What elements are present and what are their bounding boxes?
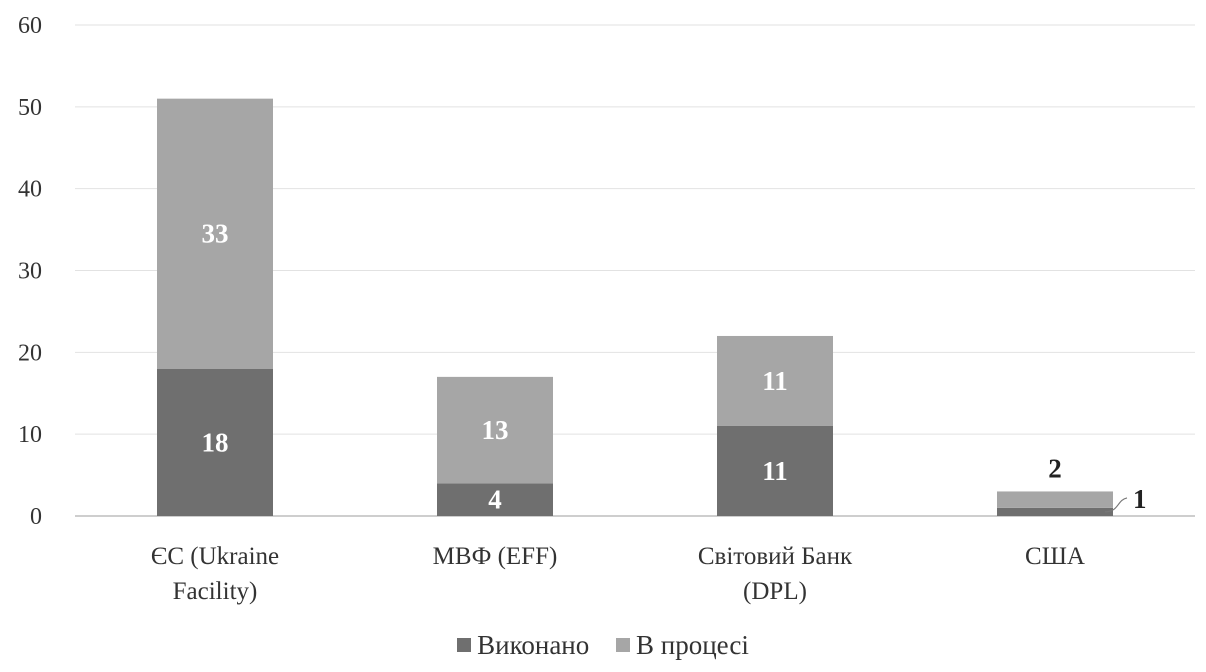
legend-label-done: Виконано bbox=[477, 630, 590, 660]
bar-segment-in-progress bbox=[437, 376, 553, 484]
y-tick-label: 40 bbox=[18, 177, 42, 203]
leader-line bbox=[1104, 497, 1128, 513]
y-tick-label: 30 bbox=[18, 259, 42, 285]
x-tick-label: Facility) bbox=[173, 578, 258, 605]
x-tick-label: ЄС (Ukraine bbox=[151, 543, 279, 570]
legend: Виконано В процесі bbox=[0, 630, 1206, 661]
bar-segment-in-progress bbox=[997, 491, 1113, 508]
data-label: 2 bbox=[1048, 453, 1062, 483]
bar-segment-done bbox=[437, 483, 553, 516]
data-label: 33 bbox=[202, 219, 229, 249]
y-tick-label: 60 bbox=[18, 13, 42, 39]
data-label: 11 bbox=[762, 456, 788, 486]
legend-label-in-progress: В процесі bbox=[636, 630, 749, 660]
bar-segment-done bbox=[157, 368, 273, 516]
bar-segment-in-progress bbox=[717, 335, 833, 426]
y-tick-label: 10 bbox=[18, 422, 42, 448]
y-tick-label: 0 bbox=[30, 504, 42, 530]
bar-segment-done bbox=[717, 425, 833, 516]
y-tick-label: 50 bbox=[18, 95, 42, 121]
x-tick-label: МВФ (EFF) bbox=[433, 543, 558, 570]
legend-swatch-done bbox=[457, 638, 472, 652]
data-label: 1 bbox=[1133, 484, 1147, 514]
data-label: 18 bbox=[202, 427, 229, 457]
x-tick-label: (DPL) bbox=[743, 578, 807, 605]
legend-item-done: Виконано bbox=[457, 630, 589, 661]
legend-swatch-in-progress bbox=[616, 638, 631, 652]
data-label: 13 bbox=[482, 415, 509, 445]
legend-item-in-progress: В процесі bbox=[616, 630, 749, 661]
bar-segment-in-progress bbox=[157, 98, 273, 369]
y-tick-label: 20 bbox=[18, 340, 42, 366]
data-label: 4 bbox=[488, 485, 502, 515]
bar-segment-done bbox=[997, 507, 1113, 516]
x-tick-label: США bbox=[1025, 543, 1085, 570]
data-label: 11 bbox=[762, 366, 788, 396]
x-tick-label: Світовий Банк bbox=[698, 543, 853, 570]
